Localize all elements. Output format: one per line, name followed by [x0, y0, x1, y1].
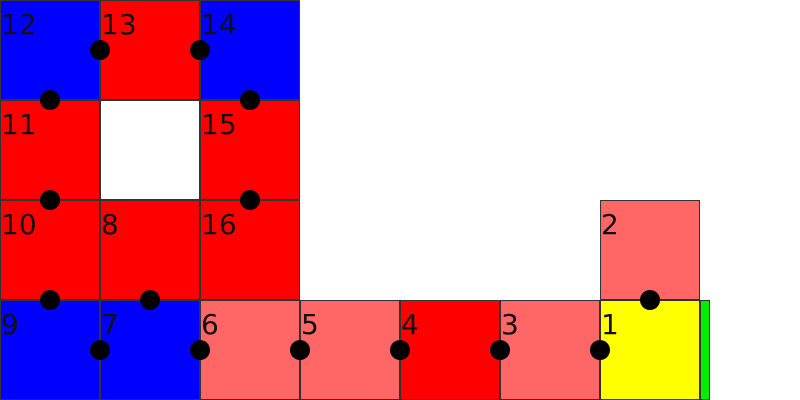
tile-11[interactable]: 11 [0, 100, 100, 200]
tile-8[interactable]: 8 [100, 200, 200, 300]
tile-label: 3 [501, 308, 519, 341]
connection-token [140, 290, 160, 310]
tile-6[interactable]: 6 [200, 300, 300, 400]
tile-2[interactable]: 2 [600, 200, 700, 300]
tile-5[interactable]: 5 [300, 300, 400, 400]
tile-label: 4 [401, 308, 419, 341]
tile-3[interactable]: 3 [500, 300, 600, 400]
connection-token [290, 340, 310, 360]
tile-4[interactable]: 4 [400, 300, 500, 400]
tile-label: 12 [1, 8, 37, 41]
connection-token [240, 190, 260, 210]
connection-token [240, 90, 260, 110]
tile-9[interactable]: 9 [0, 300, 100, 400]
tile-7[interactable]: 7 [100, 300, 200, 400]
connection-token [40, 190, 60, 210]
tile-10[interactable]: 10 [0, 200, 100, 300]
connection-token [490, 340, 510, 360]
tile-label: 15 [201, 108, 237, 141]
edge-marker [700, 300, 710, 400]
tile-13[interactable]: 13 [100, 0, 200, 100]
tile-label: 10 [1, 208, 37, 241]
tile-label: 16 [201, 208, 237, 241]
tile-label: 1 [601, 308, 619, 341]
tile-14[interactable]: 14 [200, 0, 300, 100]
tile-label: 5 [301, 308, 319, 341]
connection-token [390, 340, 410, 360]
tile-label: 9 [1, 308, 19, 341]
tile-1[interactable]: 1 [600, 300, 700, 400]
tile-label: 14 [201, 8, 237, 41]
empty-cell [100, 100, 200, 200]
tile-label: 6 [201, 308, 219, 341]
connection-token [190, 40, 210, 60]
tile-label: 2 [601, 208, 619, 241]
connection-token [40, 290, 60, 310]
tile-label: 13 [101, 8, 137, 41]
connection-token [590, 340, 610, 360]
tile-16[interactable]: 16 [200, 200, 300, 300]
connection-token [640, 290, 660, 310]
tile-label: 11 [1, 108, 37, 141]
tile-label: 8 [101, 208, 119, 241]
connection-token [90, 340, 110, 360]
connection-token [90, 40, 110, 60]
tile-12[interactable]: 12 [0, 0, 100, 100]
connection-token [190, 340, 210, 360]
tile-label: 7 [101, 308, 119, 341]
connection-token [40, 90, 60, 110]
tile-15[interactable]: 15 [200, 100, 300, 200]
